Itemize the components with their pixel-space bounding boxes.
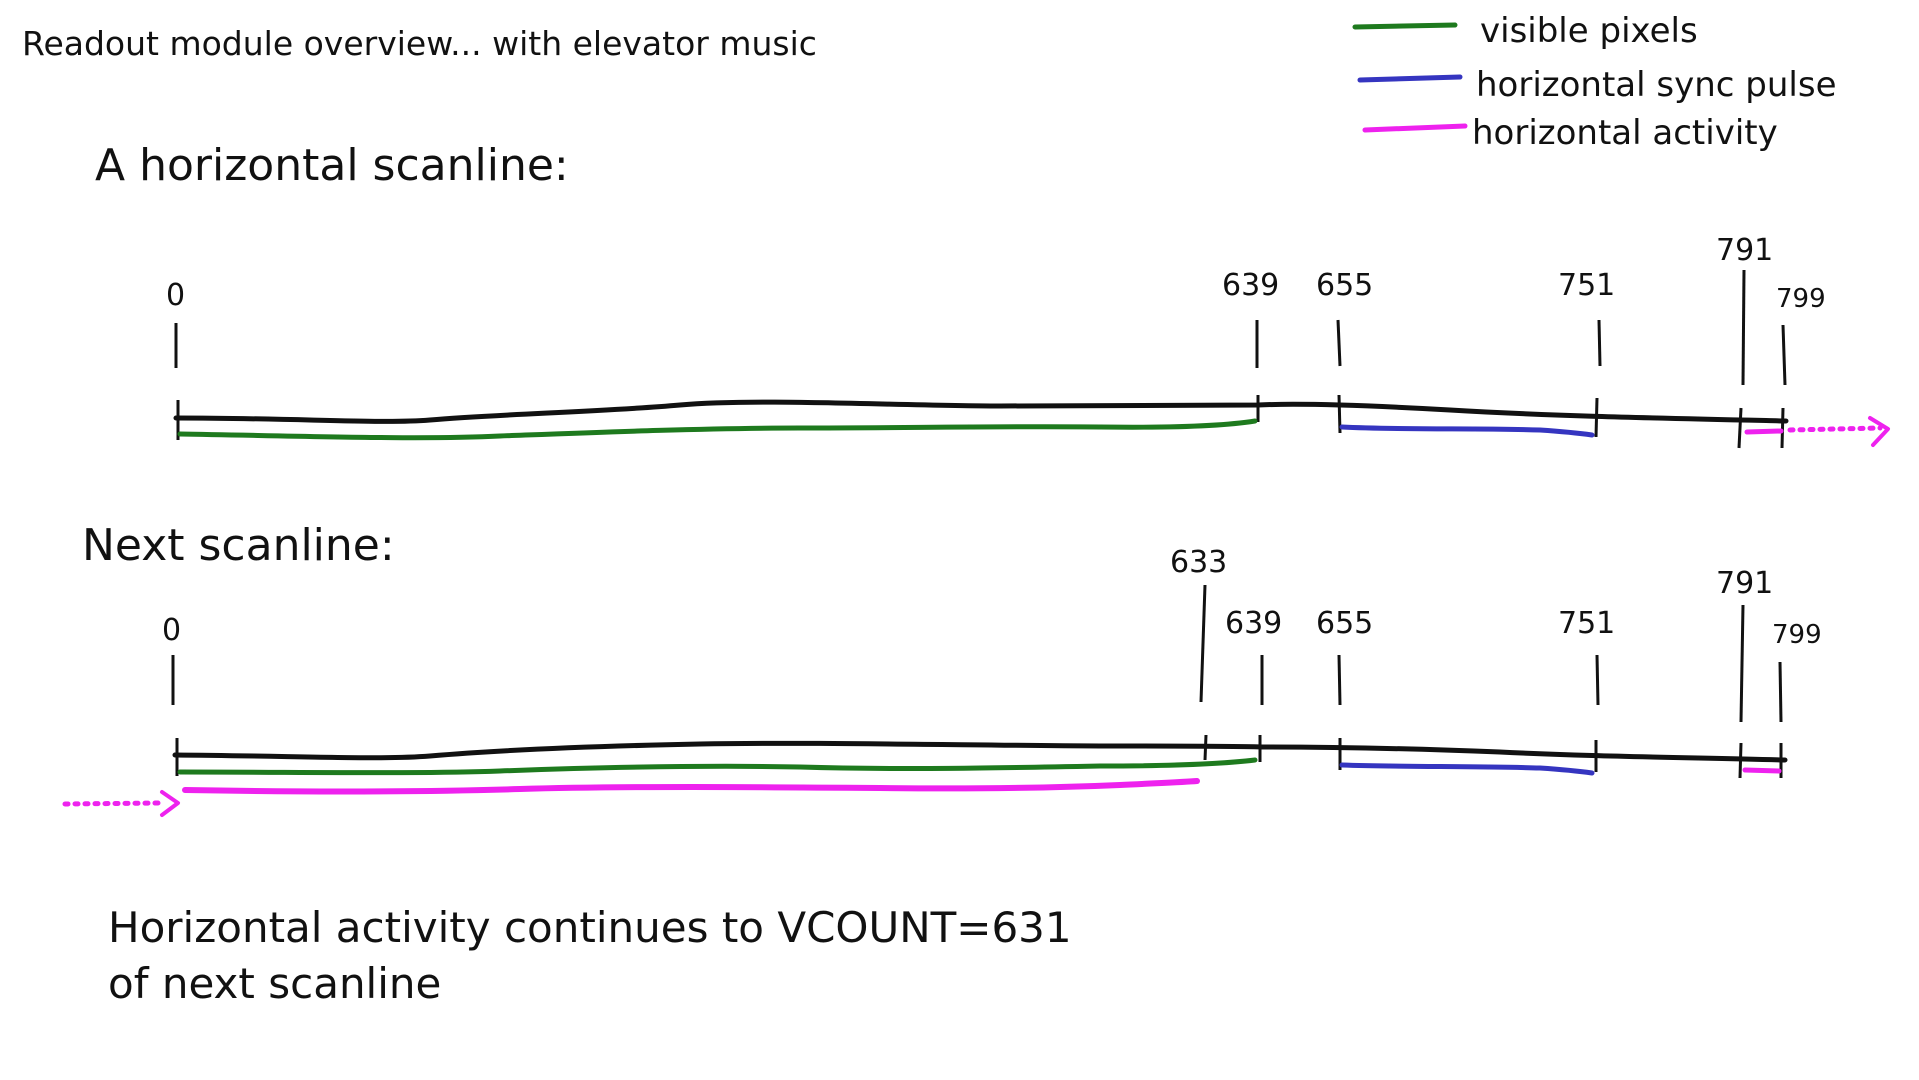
scanline-1-heading: A horizontal scanline:	[95, 140, 569, 191]
note: Horizontal activity continues to VCOUNT=…	[108, 903, 1072, 1008]
legend-swatch-activity	[1362, 123, 1468, 133]
scanline-1-tick-label-791: 791	[1716, 233, 1773, 268]
legend-label-sync: horizontal sync pulse	[1476, 65, 1837, 105]
scanline-2-heading: Next scanline:	[82, 520, 395, 571]
scanline-2-tick-label-639: 639	[1225, 606, 1282, 641]
scanline-1-sync-segment	[1339, 424, 1595, 438]
legend: visible pixels horizontal sync pulse hor…	[1352, 11, 1837, 153]
scanline-1-marker-791	[1741, 269, 1746, 386]
scanline-2-marker-655	[1337, 654, 1342, 706]
scanline-2-activity-segment	[182, 778, 1200, 795]
scanline-2-visible-segment	[177, 757, 1258, 776]
scanline-2-tick-label-799: 799	[1772, 620, 1822, 650]
scanline-1-tick-label-799: 799	[1776, 284, 1826, 314]
scanline-1-visible-segment	[177, 418, 1258, 441]
scanline-1-axis-tick-799	[1780, 407, 1785, 449]
note-line-1: Horizontal activity continues to VCOUNT=…	[108, 903, 1072, 952]
legend-swatch-sync	[1357, 74, 1463, 83]
scanline-1-activity-continuation	[1787, 425, 1883, 433]
scanline-2-axis-tick-791	[1738, 742, 1743, 779]
scanline-2-marker-633	[1199, 584, 1207, 703]
scanline-1-activity-segment	[1744, 428, 1784, 435]
scanline-1: A horizontal scanline: 0 639 655 751 791…	[95, 140, 1890, 449]
scanline-1-axis-tick-751	[1594, 397, 1599, 438]
scanline-2-activity-incoming	[62, 800, 163, 807]
scanline-2-marker-751	[1595, 654, 1600, 706]
scanline-2-marker-799	[1778, 661, 1783, 723]
legend-label-visible: visible pixels	[1480, 11, 1698, 51]
scanline-1-tick-label-751: 751	[1558, 268, 1615, 303]
scanline-2: Next scanline: 0 633 639 655 751 791 799	[62, 520, 1822, 817]
scanline-2-sync-segment	[1339, 762, 1595, 776]
scanline-2-activity-tail-segment	[1742, 767, 1782, 774]
scanline-1-marker-751	[1597, 319, 1602, 367]
diagram-title: Readout module overview... with elevator…	[22, 24, 817, 63]
scanline-1-tick-label-639: 639	[1222, 268, 1279, 303]
scanline-2-marker-791	[1739, 604, 1745, 723]
scanline-1-tick-label-0: 0	[166, 278, 185, 313]
note-line-2: of next scanline	[108, 959, 441, 1008]
scanline-2-axis	[172, 740, 1788, 763]
scanline-1-axis-tick-791	[1737, 407, 1743, 449]
legend-label-activity: horizontal activity	[1472, 113, 1778, 153]
scanline-2-incoming-arrowhead	[160, 790, 180, 817]
scanline-1-tick-label-655: 655	[1316, 268, 1373, 303]
scanline-2-tick-label-655: 655	[1316, 606, 1373, 641]
scanline-1-marker-799	[1781, 324, 1787, 386]
scanline-1-marker-655	[1336, 319, 1342, 367]
scanline-2-tick-label-633: 633	[1170, 545, 1227, 580]
scanline-2-axis-tick-633	[1203, 734, 1208, 761]
scanline-1-axis	[173, 399, 1789, 424]
legend-swatch-visible	[1352, 22, 1458, 30]
scanline-1-continuation-arrowhead	[1868, 416, 1890, 447]
scanline-2-tick-label-751: 751	[1558, 606, 1615, 641]
scanline-2-tick-label-791: 791	[1716, 566, 1773, 601]
scanline-2-tick-label-0: 0	[162, 613, 181, 648]
